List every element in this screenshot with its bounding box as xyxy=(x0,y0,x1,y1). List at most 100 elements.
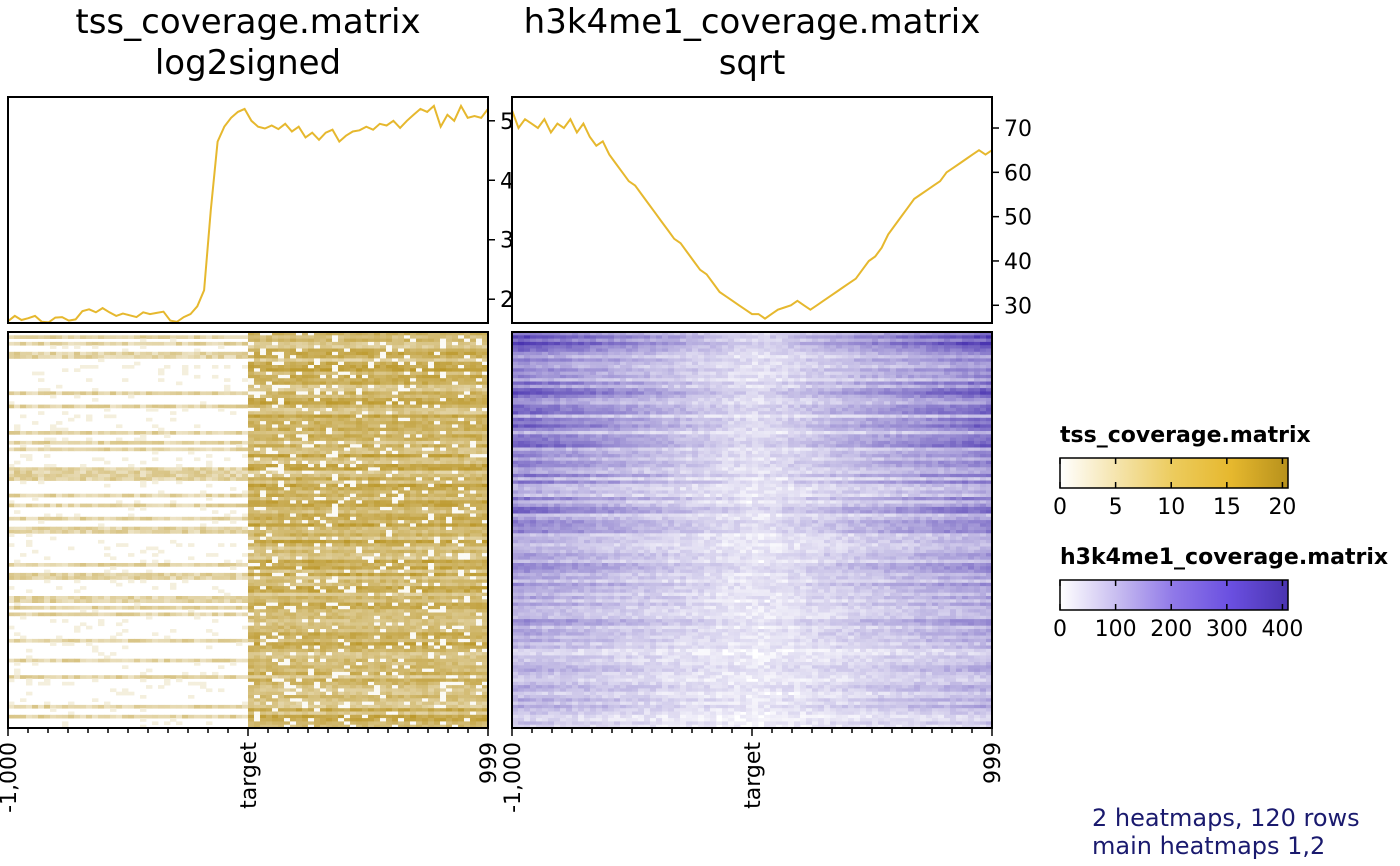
heatmap-cell xyxy=(212,599,219,603)
heatmap-cell xyxy=(410,378,417,382)
heatmap-cell xyxy=(236,612,243,617)
heatmap-cell xyxy=(314,457,321,462)
heatmap-cell xyxy=(158,530,165,534)
heatmap-cell xyxy=(356,407,363,412)
heatmap-cell xyxy=(98,576,105,580)
heatmap-cell xyxy=(164,434,171,438)
heatmap-cell xyxy=(398,632,405,636)
heatmap-cell xyxy=(476,411,483,415)
heatmap-cell xyxy=(410,434,417,438)
heatmap-cell xyxy=(134,473,141,478)
heatmap-cell xyxy=(356,526,363,531)
heatmap-cell xyxy=(188,470,195,475)
heatmap-cell xyxy=(56,635,63,640)
heatmap-cell xyxy=(338,444,345,448)
heatmap-cell xyxy=(14,447,21,452)
heatmap-cell xyxy=(290,417,297,422)
heatmap-cell xyxy=(434,493,441,498)
heatmap-cell xyxy=(458,338,465,343)
heatmap-cell xyxy=(344,447,351,452)
heatmap-cell xyxy=(8,401,15,405)
heatmap-cell xyxy=(350,335,357,339)
heatmap-cell xyxy=(362,625,369,630)
heatmap-cell xyxy=(374,632,381,636)
heatmap-cell xyxy=(272,454,279,458)
heatmap-cell xyxy=(110,563,117,567)
heatmap-cell xyxy=(350,345,357,349)
heatmap-cell xyxy=(374,361,381,366)
heatmap-cell xyxy=(158,596,165,600)
heatmap-cell xyxy=(362,384,369,389)
heatmap-cell xyxy=(404,530,411,534)
heatmap-cell xyxy=(458,467,465,471)
heatmap-cell xyxy=(26,391,33,396)
heatmap-cell xyxy=(128,335,135,339)
heatmap-cell xyxy=(308,378,315,382)
heatmap-cell xyxy=(308,444,315,448)
heatmap-cell xyxy=(482,355,489,359)
heatmap-cell xyxy=(182,599,189,603)
heatmap-cell xyxy=(56,526,63,531)
heatmap-cell xyxy=(272,358,279,363)
heatmap-cell xyxy=(278,510,285,514)
heatmap-cell xyxy=(410,381,417,386)
heatmap-cell xyxy=(152,493,159,498)
heatmap-cell xyxy=(260,559,267,564)
heatmap-cell xyxy=(110,440,117,445)
heatmap-cell xyxy=(200,490,207,495)
heatmap-cell xyxy=(146,477,153,481)
heatmap-cell xyxy=(374,355,381,359)
heatmap-cell xyxy=(80,612,87,617)
heatmap-cell xyxy=(272,497,279,501)
heatmap-cell xyxy=(320,566,327,570)
heatmap-cell xyxy=(350,477,357,481)
heatmap-cell xyxy=(98,638,105,643)
heatmap-cell xyxy=(446,378,453,382)
heatmap-cell xyxy=(266,477,273,481)
heatmap-cell xyxy=(332,407,339,412)
heatmap-cell xyxy=(140,526,147,531)
heatmap-cell xyxy=(458,401,465,405)
heatmap-cell xyxy=(452,394,459,399)
heatmap-cell xyxy=(338,464,345,468)
heatmap-cell xyxy=(104,599,111,603)
heatmap-cell xyxy=(308,332,315,336)
heatmap-cell xyxy=(428,572,435,577)
heatmap-cell xyxy=(464,434,471,438)
heatmap-cell xyxy=(452,520,459,524)
heatmap-cell xyxy=(68,503,75,508)
heatmap-cell xyxy=(314,497,321,501)
heatmap-cell xyxy=(422,388,429,392)
heatmap-cell xyxy=(410,536,417,541)
heatmap-cell xyxy=(326,447,333,452)
heatmap-cell xyxy=(32,549,39,554)
heatmap-cell xyxy=(338,487,345,491)
heatmap-cell xyxy=(380,546,387,551)
heatmap-cell xyxy=(470,388,477,392)
heatmap-cell xyxy=(122,355,129,359)
heatmap-cell xyxy=(314,572,321,577)
heatmap-cell xyxy=(26,539,33,544)
heatmap-cell xyxy=(362,401,369,405)
heatmap-cell xyxy=(74,596,81,600)
heatmap-cell xyxy=(326,464,333,468)
heatmap-cell xyxy=(296,559,303,564)
heatmap-cell xyxy=(20,351,27,356)
heatmap-cell xyxy=(398,480,405,485)
heatmap-cell xyxy=(230,510,237,514)
heatmap-cell xyxy=(350,586,357,590)
heatmap-cell xyxy=(380,625,387,630)
heatmap-cell xyxy=(386,444,393,448)
heatmap-cell xyxy=(218,526,225,531)
heatmap-cell xyxy=(284,579,291,584)
heatmap-cell xyxy=(92,335,99,339)
heatmap-cell xyxy=(464,348,471,353)
heatmap-cell xyxy=(32,493,39,498)
heatmap-cell xyxy=(428,579,435,584)
heatmap-cell xyxy=(284,605,291,610)
heatmap-cell xyxy=(356,338,363,343)
heatmap-cell xyxy=(206,497,213,501)
heatmap-cell xyxy=(416,599,423,603)
heatmap-cell xyxy=(386,457,393,462)
heatmap-cell xyxy=(458,563,465,567)
